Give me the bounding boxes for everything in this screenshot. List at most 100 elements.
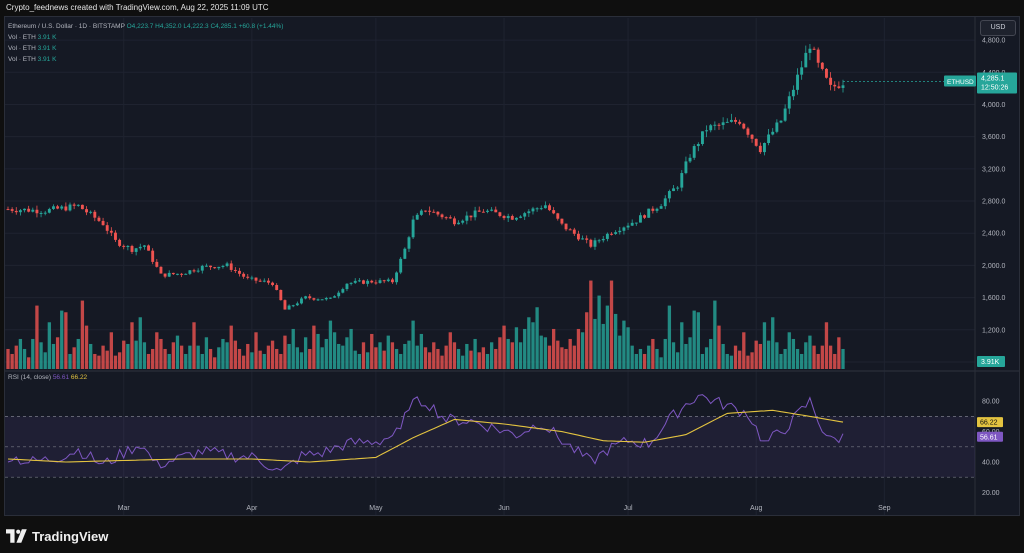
candle-body	[6, 209, 10, 211]
footer-logo[interactable]: TradingView	[6, 525, 108, 547]
vol-row[interactable]: Vol · ETH 3.91 K	[8, 45, 57, 52]
rsi-value: 56.61	[52, 374, 70, 381]
candle-body	[469, 215, 473, 218]
volume-bar	[527, 317, 531, 369]
candle-body	[411, 219, 415, 238]
candle-body	[804, 52, 808, 68]
volume-bar	[721, 343, 725, 369]
candle-body	[43, 212, 47, 214]
candle-body	[14, 210, 18, 213]
candle-body	[357, 280, 361, 282]
candle-body	[180, 273, 184, 275]
candle-body	[147, 245, 150, 251]
volume-bar	[613, 313, 618, 369]
volume-bar	[35, 305, 39, 369]
volume-bar	[419, 333, 424, 369]
rsi-legend[interactable]: RSI (14, close) 56.61 66.22	[8, 374, 87, 381]
volume-bar	[841, 348, 845, 369]
volume-bar	[370, 333, 374, 369]
candle-body	[800, 67, 804, 75]
candle-body	[597, 240, 601, 242]
candle-body	[841, 85, 845, 88]
candle-body	[775, 122, 779, 132]
last-price-value: 4,285.1	[981, 76, 1004, 83]
volume-bar	[18, 338, 23, 369]
candle-body	[486, 210, 489, 212]
volume-bar	[833, 353, 837, 369]
candle-body	[221, 265, 225, 267]
volume-bar	[241, 355, 246, 369]
volume-bar	[630, 345, 634, 369]
rsi-tick-label: 20.00	[982, 490, 1000, 497]
volume-bar	[196, 345, 200, 369]
candle-body	[238, 270, 241, 274]
candle-body	[76, 204, 80, 206]
symbol-title[interactable]: Ethereum / U.S. Dollar · 1D · BITSTAMP	[8, 23, 125, 30]
volume-bar	[10, 353, 14, 369]
candle-body	[568, 229, 572, 231]
candle-body	[548, 205, 551, 211]
candle-body	[68, 204, 72, 211]
volume-bar	[43, 352, 47, 369]
volume-bar	[320, 347, 324, 369]
candle-body	[543, 205, 547, 209]
volume-bar	[279, 353, 283, 369]
time-tick-label: Jun	[498, 505, 509, 512]
price-tick-label: 4,800.0	[982, 38, 1005, 45]
rsi-line	[7, 394, 844, 471]
volume-bar	[295, 347, 300, 369]
vol-row[interactable]: Vol · ETH 3.91 K	[8, 34, 57, 41]
volume-bar	[696, 312, 700, 369]
candle-body	[254, 277, 258, 281]
volume-bar	[456, 348, 461, 369]
volume-bar	[283, 335, 287, 369]
candle-body	[109, 230, 113, 233]
volume-bar	[539, 335, 543, 369]
candle-body	[328, 297, 332, 299]
rsi-ma-value: 66.22	[70, 374, 88, 381]
candle-body	[659, 206, 663, 209]
candle-body	[535, 208, 539, 210]
time-tick-label: Sep	[878, 505, 891, 512]
volume-bar	[502, 325, 506, 369]
volume-bar	[688, 337, 692, 369]
volume-bar	[709, 338, 713, 369]
candle-body	[705, 130, 709, 132]
candle-body	[812, 48, 816, 50]
candle-body	[618, 230, 622, 233]
candle-body	[27, 208, 31, 212]
candle-body	[655, 208, 659, 211]
volume-bar	[779, 353, 783, 369]
volume-bar	[308, 348, 312, 369]
candle-body	[333, 296, 337, 298]
candle-body	[531, 208, 535, 212]
volume-bar	[47, 322, 51, 369]
candle-body	[324, 297, 328, 300]
rsi-tag-bg	[977, 431, 1003, 442]
volume-bar	[64, 312, 68, 369]
currency-button[interactable]: USD	[980, 20, 1016, 36]
candle-body	[796, 74, 799, 90]
volume-bar	[787, 332, 791, 369]
candle-body	[204, 265, 208, 267]
candle-body	[729, 119, 733, 122]
header-text: Crypto_feednews created with TradingView…	[6, 3, 269, 12]
volume-bar	[766, 340, 771, 369]
vol-row[interactable]: Vol · ETH 3.91 K	[8, 56, 57, 63]
candle-body	[18, 210, 22, 213]
volume-bar	[423, 347, 428, 369]
candle-body	[138, 246, 142, 249]
volume-bar	[820, 345, 824, 369]
candle-body	[163, 273, 167, 277]
candle-body	[585, 238, 589, 240]
candle-body	[767, 134, 771, 144]
candle-body	[436, 211, 440, 215]
candle-body	[696, 144, 700, 147]
volume-bar	[481, 347, 486, 369]
volume-bar	[812, 345, 816, 369]
volume-bar	[303, 337, 308, 369]
price-tags: ETHUSD 4,285.1 12:50:26 3.91K 66.22 56.61	[843, 72, 1017, 442]
volume-bar	[754, 340, 758, 369]
candle-body	[89, 211, 93, 213]
